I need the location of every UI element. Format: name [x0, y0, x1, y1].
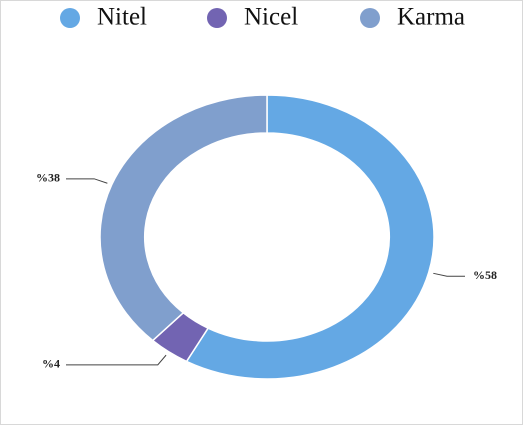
data-label: %58 [473, 268, 497, 282]
leader-line [66, 354, 167, 366]
leader-line [433, 272, 465, 277]
data-label: %4 [42, 357, 60, 371]
legend-label: Karma [397, 4, 465, 31]
legend-label: Nitel [97, 4, 147, 31]
leader-line [66, 178, 108, 184]
legend-swatch [60, 8, 80, 28]
donut-segment [185, 94, 435, 380]
legend-label: Nicel [244, 4, 298, 31]
legend-swatch [360, 8, 380, 28]
legend-swatch [207, 8, 227, 28]
data-label: %38 [36, 171, 60, 185]
donut-segment [99, 94, 268, 342]
